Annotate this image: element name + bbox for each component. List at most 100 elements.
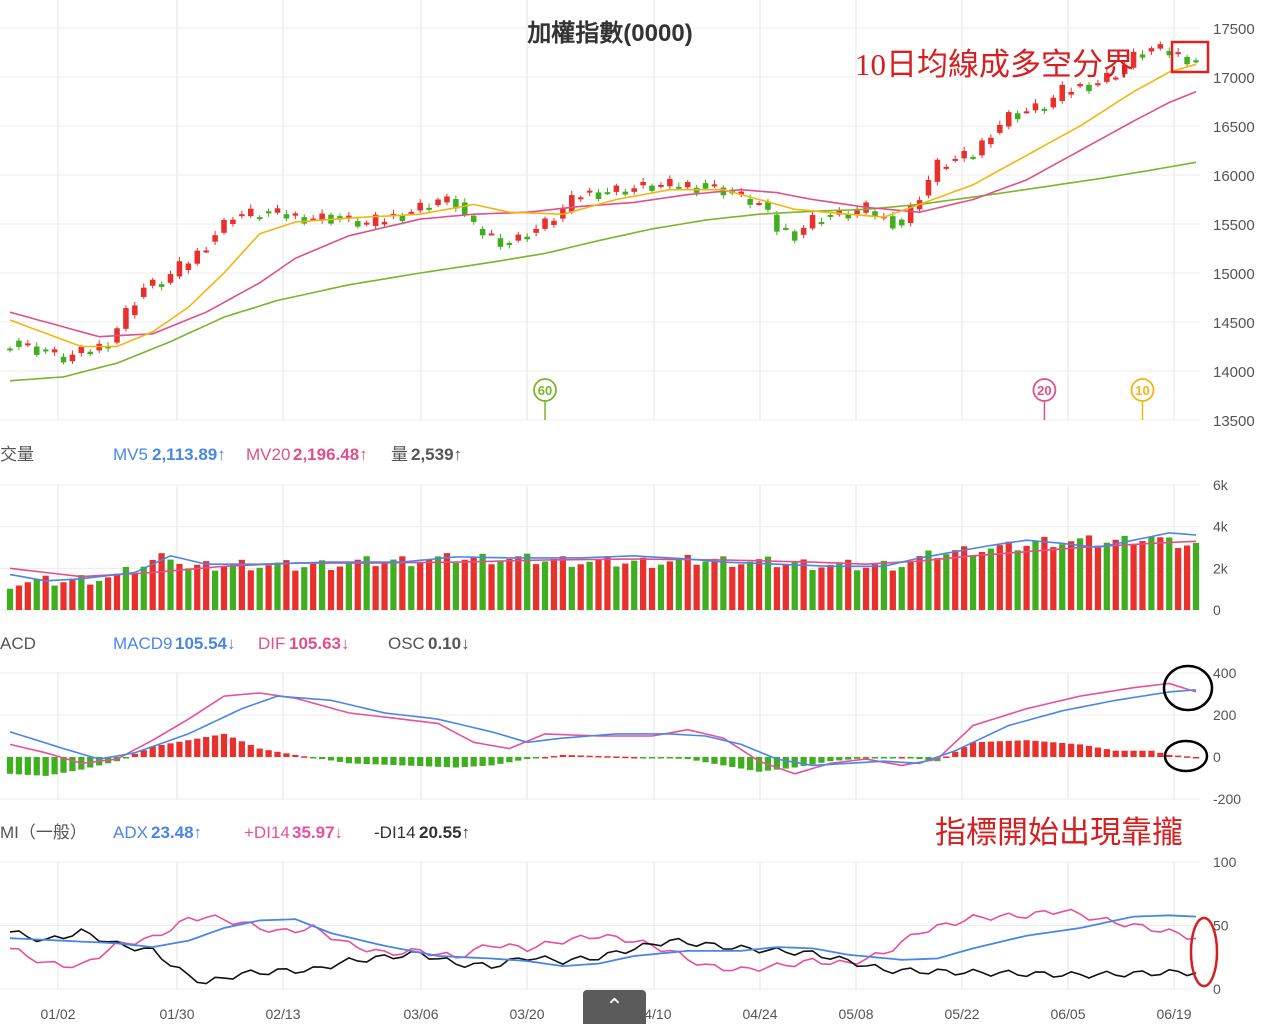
dmi-panel: 0 50 100 <box>9 854 1237 997</box>
osc-bar <box>532 757 540 759</box>
volume-tick-label: 4k <box>1213 519 1229 535</box>
osc-bar <box>434 757 442 767</box>
volume-bar <box>194 564 201 610</box>
volume-bar <box>238 559 245 610</box>
volume-bar <box>1032 541 1039 610</box>
volume-bar <box>640 557 647 610</box>
volume-bar <box>604 556 611 610</box>
candle-body <box>783 227 789 230</box>
volume-bar <box>247 570 254 610</box>
osc-bar <box>925 757 932 761</box>
osc-bar <box>898 757 905 759</box>
volume-bar <box>149 559 156 610</box>
volume-bar <box>747 561 754 610</box>
osc-bar <box>1157 752 1164 757</box>
candle-body <box>640 182 646 186</box>
volume-bar <box>425 559 433 610</box>
candle-body <box>292 213 299 216</box>
osc-bar <box>488 757 495 766</box>
adx-value: 23.48↑ <box>151 823 202 842</box>
volume-bar <box>203 561 210 610</box>
osc-bar <box>408 757 415 766</box>
candle-body <box>337 216 343 220</box>
marker-label: 60 <box>538 383 552 398</box>
volume-bar <box>318 560 326 610</box>
price-tick-label: 17500 <box>1213 21 1255 38</box>
volume-bar <box>6 588 14 610</box>
date-axis: 01/02 01/30 02/13 03/06 03/20 04/10 04/24 05/08… <box>40 1006 1191 1022</box>
osc-bar <box>336 757 344 762</box>
volume-bar <box>158 553 165 610</box>
candle-body <box>248 208 254 217</box>
volume-bar <box>773 567 781 610</box>
osc-bar <box>524 757 531 760</box>
volume-bar <box>524 553 531 610</box>
annotation-ma10: 10日均線成多空分界 <box>855 47 1134 82</box>
osc-bar <box>666 757 674 759</box>
candle-body <box>631 188 637 192</box>
volume-bar <box>24 582 31 610</box>
chevron-up-icon: ⌃ <box>605 994 624 1019</box>
candle-body <box>1068 91 1074 95</box>
candle-body <box>123 308 129 329</box>
candle-body <box>355 221 361 227</box>
osc-bar <box>354 757 361 764</box>
collapse-toggle-button[interactable]: ⌃ <box>583 990 646 1024</box>
osc-bar <box>167 743 174 757</box>
osc-bar <box>470 757 477 767</box>
osc-bar <box>1130 750 1137 757</box>
candle-body <box>194 250 201 264</box>
osc-bar <box>648 757 656 759</box>
x-tick-label: 03/20 <box>509 1006 544 1022</box>
candle-body <box>479 228 486 236</box>
candle-body <box>87 351 94 355</box>
osc-bar <box>1085 745 1093 757</box>
candle-body <box>970 156 976 159</box>
candle-body <box>158 284 165 287</box>
volume-tick-label: 0 <box>1213 602 1221 618</box>
osc-bar <box>916 757 923 760</box>
osc-bar <box>1112 750 1119 757</box>
volume-bar <box>961 546 968 610</box>
macd-tick-label: 200 <box>1213 707 1237 723</box>
volume-bar <box>122 567 130 610</box>
candle-body <box>604 192 611 195</box>
price-tick-label: 16500 <box>1213 119 1255 136</box>
osc-bar <box>149 746 156 757</box>
price-axis: 13500 14000 14500 15000 15500 16000 16500 17000… <box>1213 21 1255 430</box>
volume-bar <box>845 559 852 610</box>
volume-bar <box>1157 537 1164 610</box>
candle-body <box>836 209 843 215</box>
candle-body <box>845 214 851 219</box>
volume-bar <box>541 561 549 610</box>
volume-bar <box>461 559 468 610</box>
candle-body <box>301 217 308 224</box>
candle-body <box>16 340 22 347</box>
ma20-line <box>9 90 1197 338</box>
adx-label: ADX <box>113 823 148 842</box>
osc-bar <box>684 757 691 760</box>
osc-bar <box>203 737 210 757</box>
osc-bar <box>800 757 807 766</box>
osc-bar <box>1032 740 1039 757</box>
volume-bar <box>1139 541 1146 610</box>
candle-body <box>149 279 156 286</box>
volume-bar <box>827 564 834 610</box>
osc-bar <box>1094 747 1102 757</box>
macd-panel: -200 0 200 400 <box>6 665 1241 807</box>
dmi-header: MI（一般） ADX 23.48↑ +DI14 35.97↓ -DI14 20.… <box>0 823 470 842</box>
osc-bar <box>640 757 647 759</box>
volume-bar <box>256 567 263 610</box>
candle-body <box>872 211 878 217</box>
osc-bar <box>229 737 237 757</box>
osc-bar <box>541 757 549 759</box>
volume-bar <box>1175 548 1182 610</box>
candle-body <box>676 186 682 189</box>
mdi-line <box>9 928 1197 985</box>
candle-body <box>265 211 272 214</box>
candle-body <box>230 219 236 224</box>
mdi-value: 20.55↑ <box>419 823 470 842</box>
osc-bar <box>577 755 584 757</box>
volume-bar <box>87 584 94 610</box>
osc-bar <box>417 757 424 767</box>
